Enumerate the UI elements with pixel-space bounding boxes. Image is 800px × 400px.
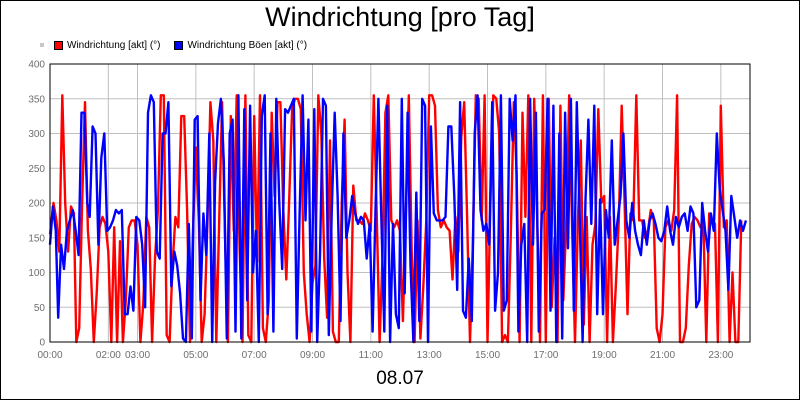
x-tick-label: 15:00 — [475, 350, 500, 361]
chart-title: Windrichtung [pro Tag] — [265, 2, 535, 32]
x-tick-label: 21:00 — [650, 350, 675, 361]
legend-item-gust-direction: Windrichtung Böen [akt] (°) — [174, 40, 307, 51]
x-tick-label: 09:00 — [300, 350, 325, 361]
x-tick-label: 03:00 — [125, 350, 150, 361]
y-tick-label: 400 — [28, 60, 45, 71]
y-tick-label: 250 — [28, 164, 45, 175]
series-lines — [48, 94, 748, 344]
y-tick-label: 350 — [28, 94, 45, 105]
x-tick-label: 23:00 — [708, 350, 733, 361]
legend-item-wind-direction: Windrichtung [akt] (°) — [54, 40, 160, 51]
y-tick-label: 300 — [28, 129, 45, 140]
y-tick-label: 150 — [28, 233, 45, 244]
y-tick-label: 200 — [28, 199, 45, 210]
legend-label-wind-direction: Windrichtung [akt] (°) — [67, 39, 161, 51]
legend-label-gust-direction: Windrichtung Böen [akt] (°) — [187, 39, 308, 51]
x-tick-label: 11:00 — [359, 350, 384, 361]
date-label: 08.07 — [376, 368, 424, 389]
x-tick-label: 07:00 — [242, 350, 267, 361]
y-tick-label: 100 — [28, 268, 45, 279]
x-tick-label: 05:00 — [183, 350, 208, 361]
x-tick-label: 13:00 — [417, 350, 442, 361]
series-line-wind-direction — [48, 94, 743, 344]
series-line-gust-direction — [48, 94, 748, 344]
axis-tick-labels: 0 50 100 150 200 250 300 350 400 00:00 02:00 03:00 0… — [28, 60, 733, 362]
x-tick-label: 02:00 — [96, 350, 121, 361]
legend-swatch-red — [54, 40, 63, 50]
chart-legend: Windrichtung [akt] (°) Windrichtung Böen… — [40, 38, 321, 52]
y-tick-label: 50 — [34, 303, 46, 314]
legend-swatch-blue — [174, 40, 184, 50]
y-tick-label: 0 — [39, 338, 45, 349]
x-tick-label: 00:00 — [37, 350, 62, 361]
x-tick-label: 19:00 — [592, 350, 617, 361]
x-tick-label: 17:00 — [533, 350, 558, 361]
plot-area-frame — [49, 63, 751, 343]
legend-marker-icon — [40, 43, 44, 47]
